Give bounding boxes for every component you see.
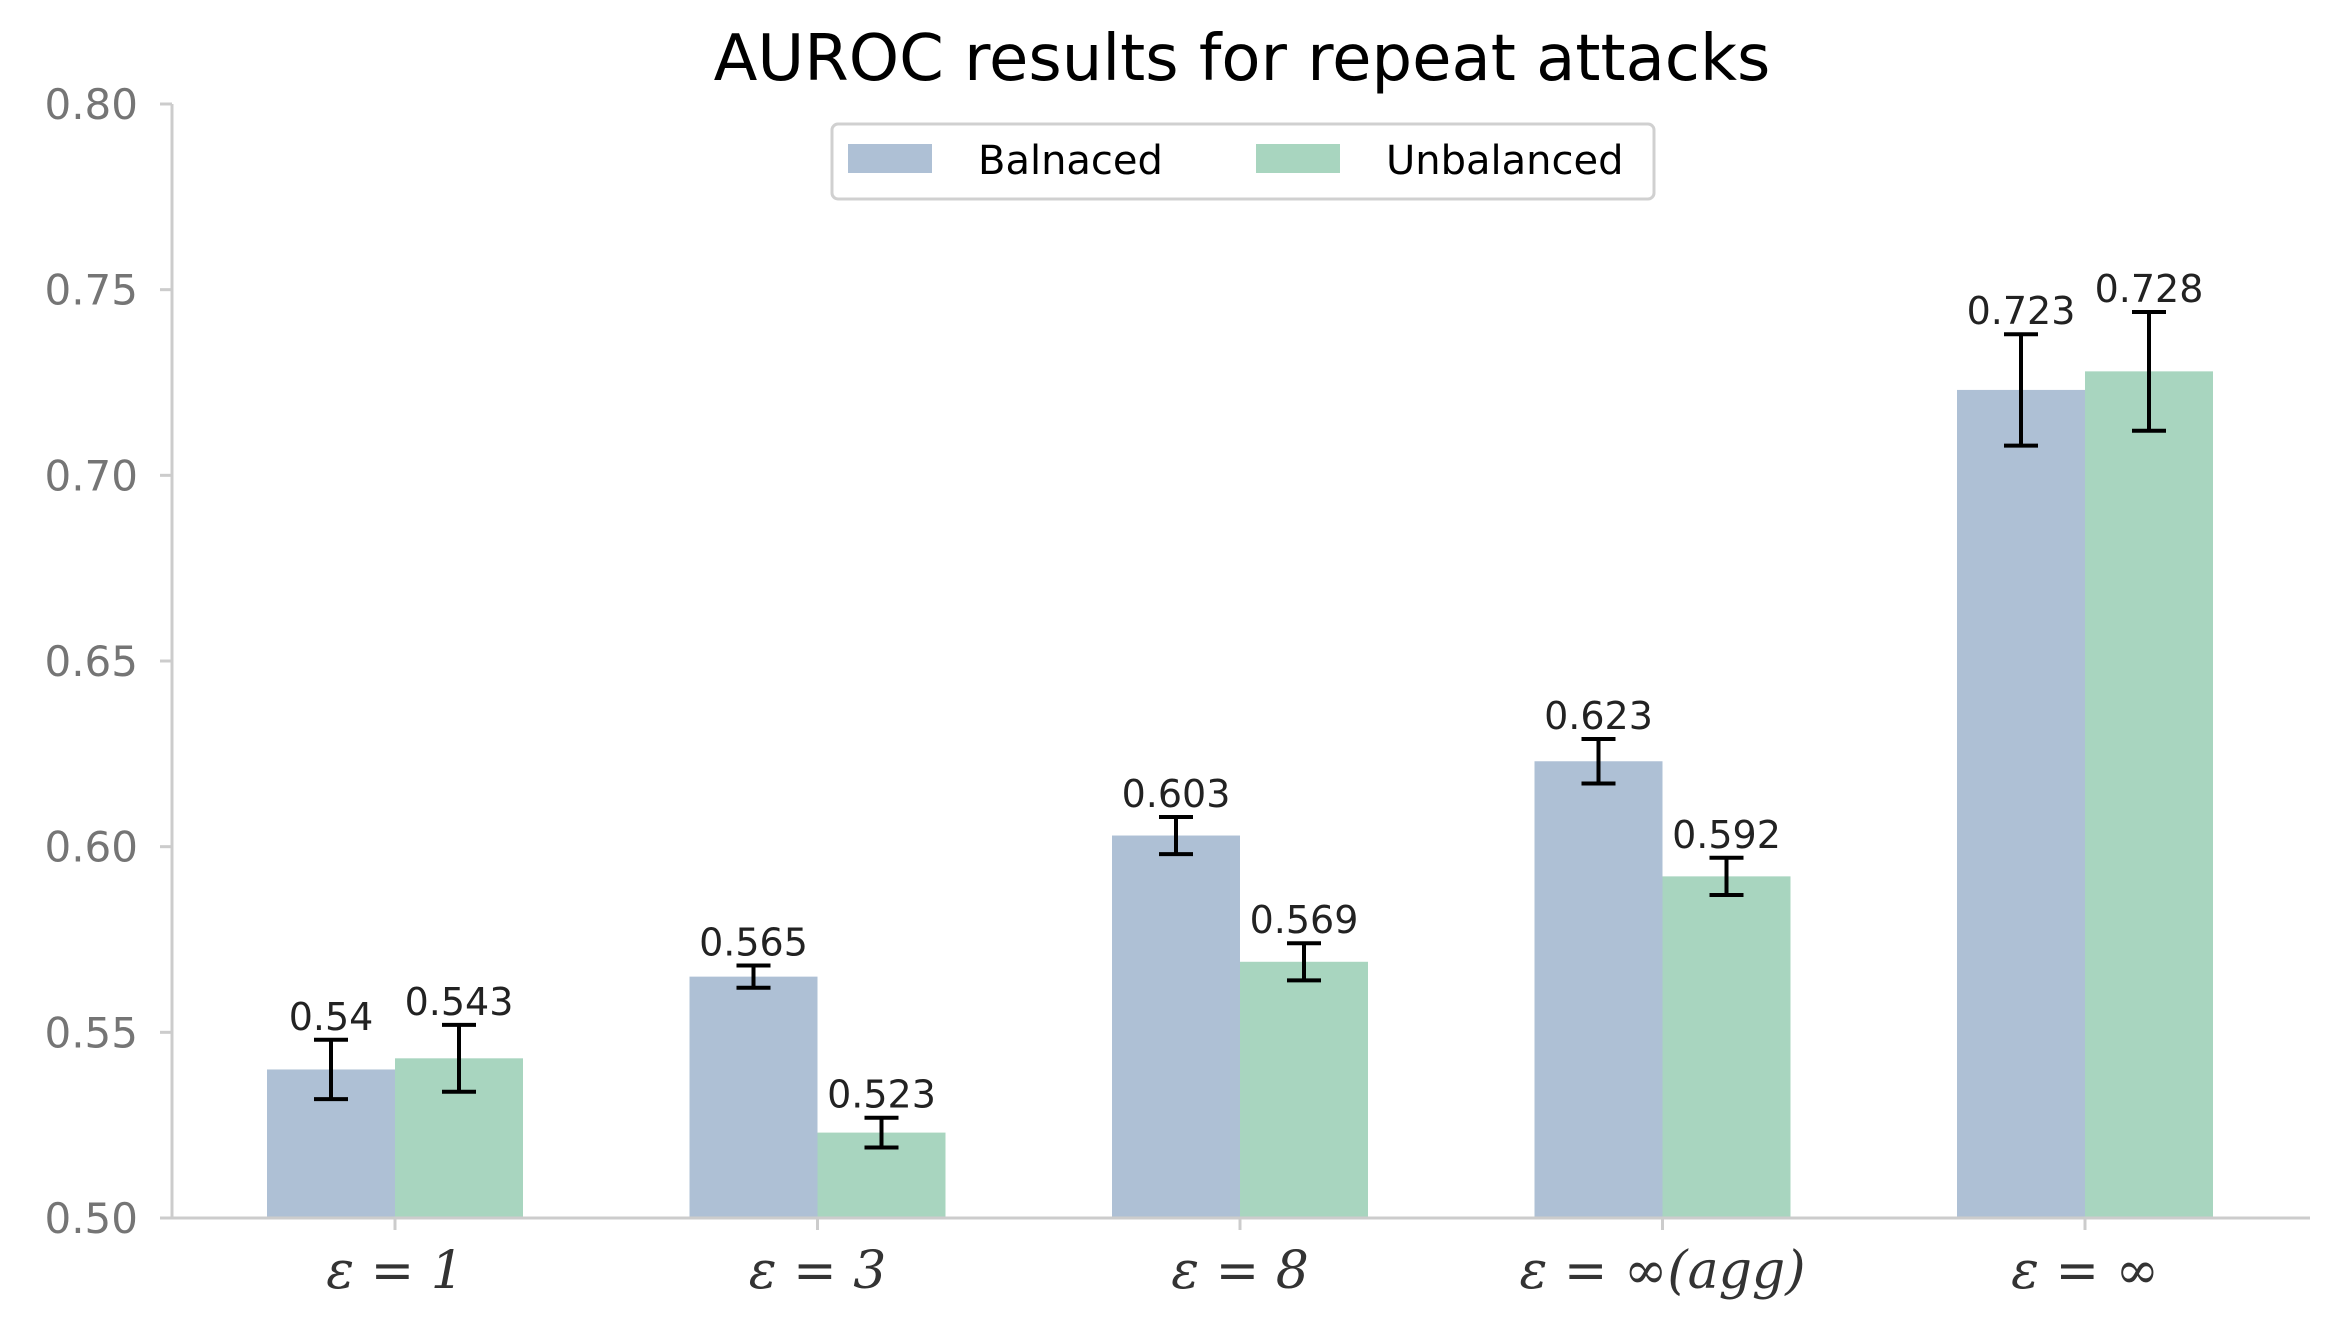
data-label-balnaced-3: 0.603 — [1122, 772, 1231, 816]
y-tick-label: 0.75 — [44, 266, 138, 315]
data-label-unbalanced-2: 0.523 — [827, 1073, 936, 1117]
x-axis: ε = 1 ε = 3 ε = 8 ε = ∞(agg) ε = ∞ — [172, 1216, 2310, 1301]
error-bar-unbalanced-2 — [864, 1115, 899, 1150]
y-tick-label: 0.50 — [44, 1194, 138, 1243]
error-bar-unbalanced-5 — [2132, 309, 2166, 433]
y-axis: 0.50 0.55 0.60 0.65 0.70 0.75 0.80 — [44, 80, 174, 1243]
y-tick-label: 0.65 — [44, 637, 138, 686]
bar-balnaced-5 — [1957, 389, 2085, 1219]
data-label-balnaced-1: 0.54 — [289, 995, 374, 1039]
y-tick-label: 0.60 — [44, 823, 138, 872]
legend-swatch-balnaced — [848, 144, 932, 173]
bar-unbalanced-5 — [2085, 371, 2213, 1218]
y-tick-label: 0.70 — [44, 451, 138, 500]
chart-title: AUROC results for repeat attacks — [714, 22, 1771, 96]
legend-label-balnaced: Balnaced — [978, 138, 1163, 184]
error-bar-balnaced-5 — [2004, 332, 2038, 448]
bar-balnaced-3 — [1112, 835, 1240, 1218]
x-tick-label: ε = 1 — [326, 1241, 464, 1301]
legend-swatch-unbalanced — [1256, 144, 1340, 173]
data-label-unbalanced-3: 0.569 — [1250, 898, 1359, 942]
error-bar-unbalanced-3 — [1287, 941, 1321, 983]
error-bar-balnaced-4 — [1581, 736, 1616, 786]
legend-box — [830, 122, 1656, 201]
data-label-unbalanced-5: 0.728 — [2095, 267, 2204, 311]
legend-label-unbalanced: Unbalanced — [1386, 138, 1624, 184]
error-bar-balnaced-1 — [314, 1037, 348, 1102]
data-label-balnaced-2: 0.565 — [699, 920, 808, 964]
bar-unbalanced-3 — [1240, 961, 1368, 1218]
error-bar-unbalanced-1 — [442, 1022, 476, 1094]
x-tick-label: ε = 8 — [1171, 1241, 1309, 1301]
x-tick-label: ε = 3 — [749, 1241, 887, 1301]
data-label-balnaced-5: 0.723 — [1967, 289, 2076, 333]
data-label-unbalanced-4: 0.592 — [1672, 813, 1781, 857]
bar-balnaced-4 — [1534, 761, 1663, 1218]
error-bar-balnaced-2 — [736, 963, 771, 990]
x-tick-label: ε = ∞(agg) — [1520, 1241, 1806, 1301]
y-tick-label: 0.80 — [44, 80, 138, 129]
bar-balnaced-2 — [689, 976, 818, 1218]
legend: Balnaced Unbalanced — [830, 122, 1656, 201]
data-label-unbalanced-1: 0.543 — [405, 980, 514, 1024]
y-tick-label: 0.55 — [44, 1008, 138, 1057]
data-label-balnaced-4: 0.623 — [1544, 694, 1653, 738]
x-tick-label: ε = ∞ — [2011, 1241, 2159, 1301]
bars — [267, 371, 2213, 1219]
data-labels: 0.54 0.543 0.565 0.523 0.603 0.569 0.623 0.592 0… — [289, 267, 2204, 1117]
error-bars — [314, 309, 2166, 1150]
error-bar-unbalanced-4 — [1709, 855, 1744, 897]
error-bar-balnaced-3 — [1159, 814, 1193, 857]
bar-unbalanced-4 — [1662, 876, 1791, 1218]
